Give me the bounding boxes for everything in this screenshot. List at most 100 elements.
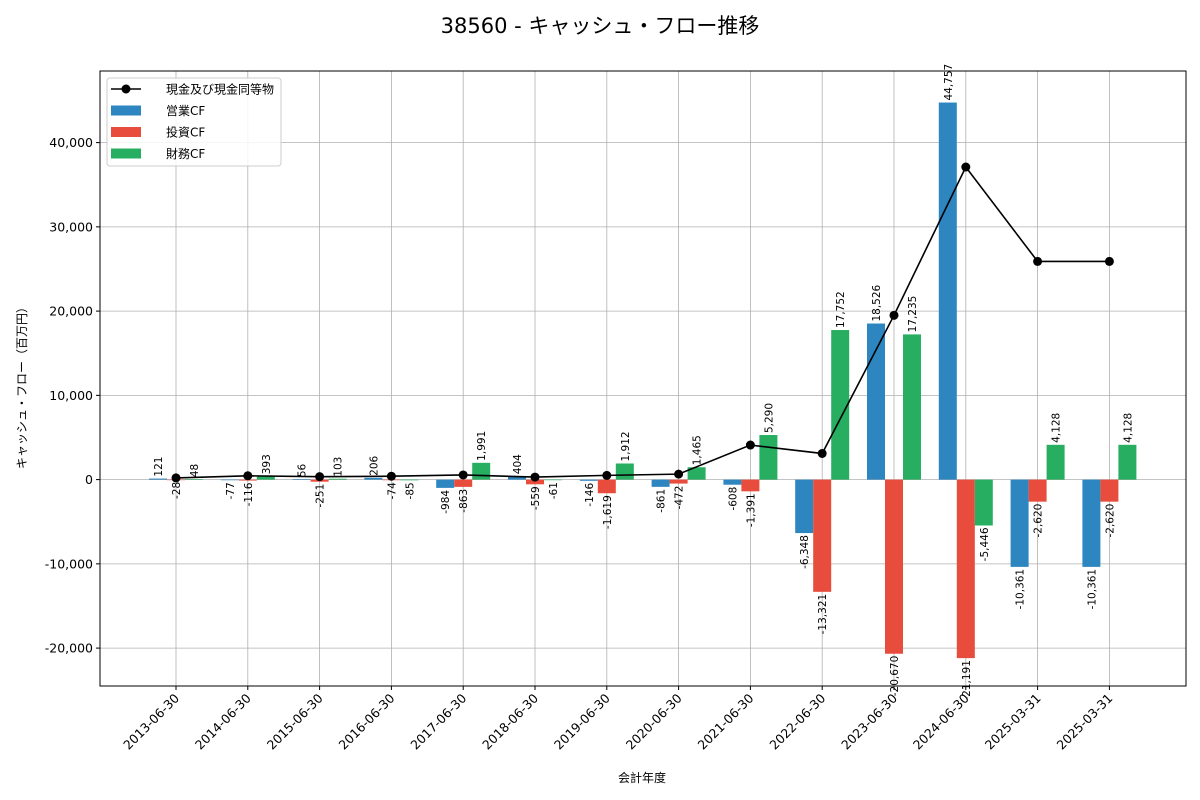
bar-営業CF (795, 479, 814, 534)
legend-label: 現金及び現金同等物 (166, 82, 274, 97)
bar-財務CF (759, 435, 778, 480)
bar-営業CF (292, 479, 311, 480)
legend-box (106, 77, 282, 167)
data-label: 4,128 (1122, 413, 1134, 443)
bar-投資CF (813, 479, 832, 592)
y-tick-label: 30,000 (49, 219, 93, 234)
y-tick-labels: -20,000 -10,000 0 10,000 20,000 30,000 40,000 (45, 135, 100, 656)
bar-営業CF (149, 478, 167, 480)
line-point (1033, 256, 1043, 266)
data-label: 206 (368, 455, 380, 475)
legend-label: 財務CF (166, 146, 205, 161)
line-point (386, 471, 396, 481)
bar-財務CF (974, 479, 993, 526)
bar-財務CF (687, 467, 706, 480)
y-tick-label: 20,000 (49, 304, 93, 319)
data-label: -251 (315, 484, 327, 508)
data-label: 393 (261, 454, 273, 474)
x-tick-label: 2016-06-30 (336, 690, 398, 752)
data-label: 18,526 (871, 284, 883, 321)
bar-財務CF (615, 463, 634, 480)
bar-財務CF (831, 330, 850, 480)
bar-投資CF (1028, 479, 1047, 502)
bar-営業CF (508, 476, 526, 480)
bar-営業CF (651, 479, 670, 487)
x-tick-label: 2025-03-31 (1054, 691, 1116, 753)
bar-投資CF (885, 479, 903, 654)
bar-財務CF (1046, 444, 1065, 480)
bar-投資CF (454, 479, 473, 487)
data-label: -20,670 (889, 656, 901, 697)
data-labels: 121 -77 56 206 -984 404 -146 -861 -608 -6,348 18,5… (153, 64, 1134, 701)
x-tick-label: 2025-03-31 (982, 691, 1044, 753)
plot-frame (99, 70, 1187, 687)
data-label: 1,991 (476, 431, 488, 461)
line-point (961, 162, 971, 172)
x-tick-label: 2024-06-30 (910, 690, 972, 752)
x-tick-label: 2018-06-30 (479, 690, 541, 752)
x-tick-label: 2023-06-30 (838, 690, 900, 752)
data-label: -6,348 (799, 535, 811, 569)
bar-財務CF (1118, 444, 1137, 480)
line-point (889, 310, 899, 320)
line-現金及び現金同等物 (175, 165, 1110, 479)
bar-営業CF (579, 479, 598, 481)
data-label: 404 (512, 454, 524, 474)
data-label: 1,912 (620, 431, 632, 461)
bar-財務CF (328, 478, 347, 480)
bar-投資CF (1100, 479, 1119, 502)
data-label: 56 (297, 463, 309, 477)
x-tick-label: 2022-06-30 (766, 690, 828, 752)
data-label: -472 (674, 486, 686, 510)
legend-label: 投資CF (166, 125, 205, 140)
bar-財務CF (472, 462, 491, 480)
y-tick-label: 10,000 (49, 388, 93, 403)
bar-財務CF (185, 479, 203, 480)
data-label: -559 (530, 486, 542, 510)
bar-営業CF (1082, 479, 1101, 567)
legend-swatch-marker (121, 84, 131, 94)
chart-title: 38560 - キャッシュ・フロー推移 (441, 14, 760, 38)
data-label: 17,235 (907, 296, 919, 333)
bar-営業CF (867, 323, 885, 480)
data-label: 44,757 (943, 64, 955, 101)
bar-営業CF (938, 102, 957, 480)
data-label: -74 (386, 482, 398, 499)
data-label: -85 (404, 482, 416, 499)
x-tick-label: 2014-06-30 (192, 690, 254, 752)
bars (149, 102, 1137, 659)
bar-投資CF (956, 479, 975, 659)
data-label: -608 (727, 487, 739, 511)
legend-label: 営業CF (166, 104, 205, 118)
data-label: -2,620 (1033, 504, 1045, 538)
data-label: -116 (243, 482, 255, 506)
bar-営業CF (364, 477, 383, 480)
line-point (171, 473, 181, 483)
data-label: -77 (225, 482, 237, 499)
data-label: 121 (153, 457, 165, 477)
bar-財務CF (400, 479, 419, 481)
bar-投資CF (741, 479, 760, 492)
x-tick-label: 2017-06-30 (407, 690, 469, 752)
data-label: 17,752 (835, 291, 847, 328)
line-point (530, 472, 540, 482)
line-point (817, 448, 827, 458)
bar-営業CF (220, 479, 239, 481)
line-point (315, 472, 325, 482)
data-label: -13,321 (817, 594, 829, 635)
bar-財務CF (903, 334, 921, 480)
y-tick-label: -20,000 (45, 641, 93, 656)
grid-lines (100, 71, 1186, 686)
data-label: -863 (458, 489, 470, 513)
x-tick-label: 2015-06-30 (264, 690, 326, 752)
legend-swatch (111, 127, 141, 137)
y-tick-label: 40,000 (49, 135, 93, 150)
legend-swatch (111, 105, 141, 116)
bar-投資CF (597, 479, 616, 494)
x-tick-label: 2020-06-30 (623, 690, 685, 752)
data-label: -1,391 (745, 493, 757, 527)
x-tick-labels: 2013-06-30 2014-06-30 2015-06-30 2016-06-30… (120, 686, 1116, 753)
line-point (602, 470, 612, 480)
